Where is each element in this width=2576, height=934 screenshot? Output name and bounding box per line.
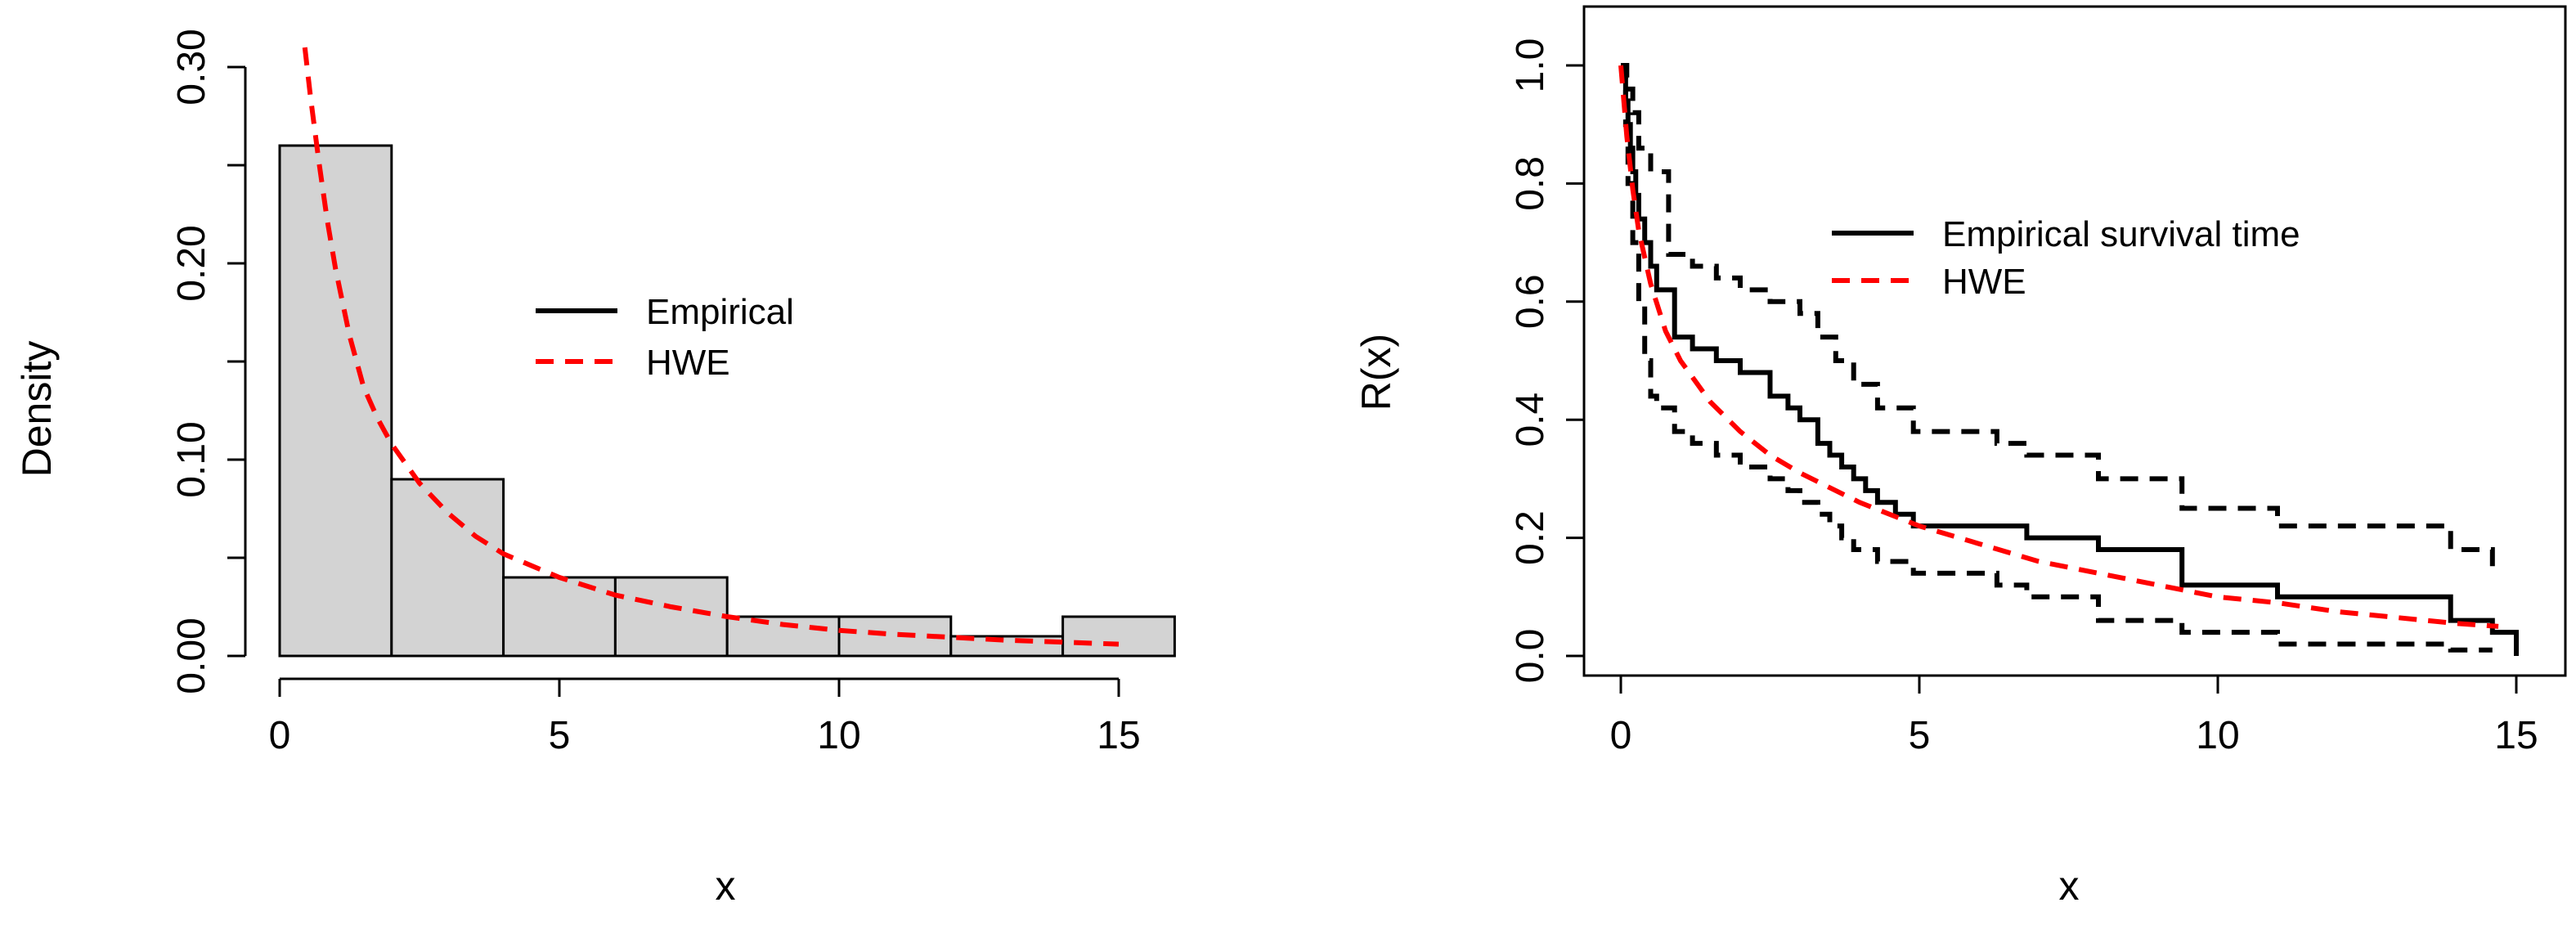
y-tick-label: 0.10 — [170, 421, 213, 497]
hwe-density-curve — [302, 47, 1120, 647]
x-tick-label: 15 — [2494, 714, 2538, 757]
histogram-bars — [278, 144, 1176, 658]
x-axis: 0 5 10 15 — [269, 677, 1141, 757]
x-axis-label: x — [716, 863, 736, 909]
histogram-panel: 0 5 10 15 0.00 0.10 0.20 0.30 x Density Empiri… — [14, 29, 1176, 909]
upper-confidence-step — [1621, 63, 2495, 568]
y-tick-label: 0.8 — [1509, 156, 1552, 211]
lower-confidence-step — [1621, 63, 2493, 653]
histogram-bar — [502, 576, 617, 658]
y-axis: 0.0 0.2 0.4 0.6 0.8 1.0 — [1509, 38, 1584, 684]
x-tick-label: 5 — [1909, 714, 1931, 757]
x-tick-label: 15 — [1097, 714, 1140, 757]
legend: Empirical survival time HWE — [1832, 214, 2300, 302]
y-tick-label: 1.0 — [1509, 38, 1552, 93]
y-axis: 0.00 0.10 0.20 0.30 — [170, 29, 247, 694]
histogram-bar — [613, 576, 729, 658]
histogram-bar — [278, 144, 393, 658]
y-tick-label: 0.2 — [1509, 510, 1552, 565]
x-tick-label: 0 — [269, 714, 291, 757]
survival-curves — [1618, 63, 2519, 656]
legend-label-hwe: HWE — [1942, 262, 2026, 302]
y-tick-label: 0.6 — [1509, 274, 1552, 329]
y-tick-label: 0.00 — [170, 617, 213, 694]
legend-label-hwe: HWE — [646, 343, 730, 383]
legend-label-empirical-survival: Empirical survival time — [1942, 214, 2300, 254]
x-axis: 0 5 10 15 — [1610, 676, 2538, 757]
x-axis-label: x — [2059, 863, 2080, 909]
x-tick-label: 10 — [2196, 714, 2239, 757]
x-tick-label: 5 — [549, 714, 571, 757]
x-tick-label: 0 — [1610, 714, 1632, 757]
y-tick-label: 0.0 — [1509, 629, 1552, 684]
legend: Empirical HWE — [536, 292, 794, 383]
hwe-curve — [302, 47, 1120, 647]
y-tick-label: 0.30 — [170, 29, 213, 105]
x-tick-label: 10 — [817, 714, 860, 757]
y-axis-label: Density — [14, 341, 60, 478]
empirical-survival-step — [1620, 63, 2519, 656]
survival-panel: 0 5 10 15 0.0 0.2 0.4 0.6 0.8 1.0 x R(x) Empiric… — [1353, 5, 2567, 909]
y-tick-label: 0.4 — [1509, 393, 1552, 447]
y-tick-label: 0.20 — [170, 225, 213, 301]
histogram-bar — [390, 478, 505, 658]
legend-label-empirical: Empirical — [646, 292, 794, 332]
hwe-survival-curve — [1618, 65, 2499, 629]
plot-frame — [1582, 5, 2567, 677]
histogram-bar — [1061, 615, 1176, 658]
y-axis-label: R(x) — [1353, 334, 1399, 411]
